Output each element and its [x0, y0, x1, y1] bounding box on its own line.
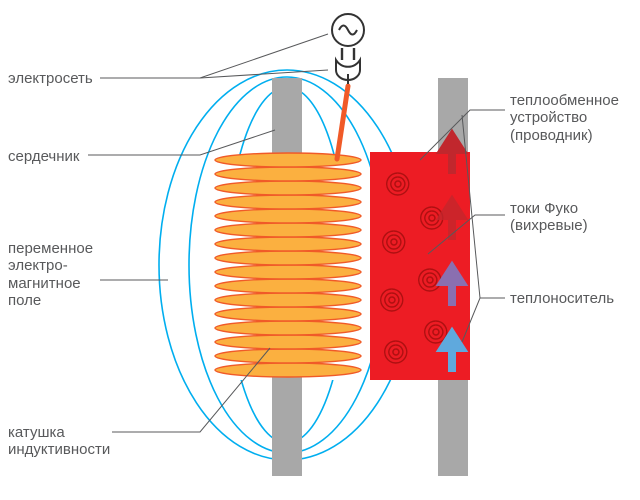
label-coolant: теплоноситель — [510, 290, 614, 307]
label-eddy: токи Фуко(вихревые) — [510, 200, 588, 235]
label-coil: катушкаиндуктивности — [8, 424, 110, 459]
label-mains: электросеть — [8, 70, 93, 87]
lead-wire — [337, 86, 348, 159]
label-field: переменноеэлектро-магнитноеполе — [8, 240, 93, 309]
plug-icon — [336, 48, 360, 84]
label-core: сердечник — [8, 148, 79, 165]
label-exchanger: теплообменноеустройство(проводник) — [510, 92, 619, 144]
